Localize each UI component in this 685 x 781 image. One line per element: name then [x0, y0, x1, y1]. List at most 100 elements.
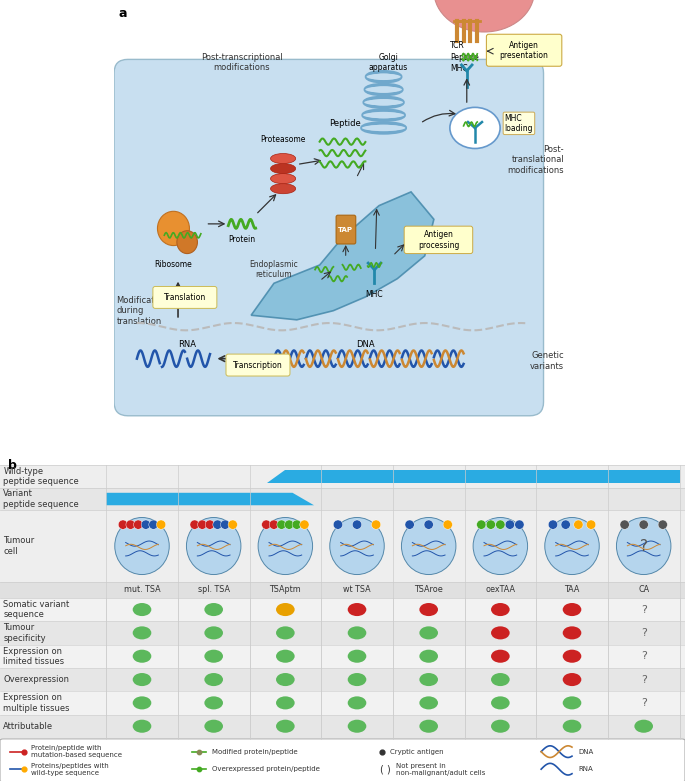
Ellipse shape — [134, 520, 143, 530]
Ellipse shape — [371, 520, 381, 530]
Text: Antigen
processing: Antigen processing — [418, 230, 459, 250]
Text: Protein/peptide with
mutation-based sequence: Protein/peptide with mutation-based sequ… — [31, 745, 122, 758]
Bar — [0, 715, 685, 738]
Ellipse shape — [348, 626, 366, 640]
Text: Not present in
non-malignant/adult cells: Not present in non-malignant/adult cells — [396, 763, 485, 776]
Text: Proteasome: Proteasome — [260, 135, 306, 144]
Ellipse shape — [276, 697, 295, 709]
Text: Post-transcriptional
modifications: Post-transcriptional modifications — [201, 52, 283, 72]
Text: ?: ? — [640, 675, 647, 685]
Ellipse shape — [491, 697, 510, 709]
Ellipse shape — [204, 626, 223, 640]
Text: MHC: MHC — [366, 290, 384, 299]
FancyBboxPatch shape — [336, 216, 356, 244]
Ellipse shape — [491, 626, 510, 640]
Ellipse shape — [362, 125, 406, 131]
Ellipse shape — [514, 520, 524, 530]
Text: Post-
translational
modifications: Post- translational modifications — [508, 145, 564, 175]
Ellipse shape — [352, 520, 362, 530]
Ellipse shape — [158, 212, 190, 245]
Ellipse shape — [276, 719, 295, 733]
Point — [193, 763, 204, 776]
Ellipse shape — [366, 73, 401, 80]
Ellipse shape — [156, 520, 166, 530]
Ellipse shape — [616, 518, 671, 575]
Ellipse shape — [634, 719, 653, 733]
Bar — [0, 691, 685, 715]
Text: MHC
loading: MHC loading — [505, 114, 533, 133]
Bar — [0, 487, 685, 510]
Text: RNA: RNA — [579, 766, 594, 772]
Ellipse shape — [419, 650, 438, 663]
Ellipse shape — [639, 520, 648, 530]
Polygon shape — [267, 470, 680, 483]
Text: Peptide: Peptide — [450, 52, 479, 62]
Text: Tumour
cell: Tumour cell — [3, 537, 35, 556]
Point — [18, 745, 29, 758]
Ellipse shape — [269, 520, 279, 530]
Text: Transcription: Transcription — [233, 361, 283, 369]
Ellipse shape — [562, 697, 582, 709]
Ellipse shape — [277, 520, 286, 530]
Ellipse shape — [126, 520, 135, 530]
Text: Proteins/peptides with
wild-type sequence: Proteins/peptides with wild-type sequenc… — [31, 763, 109, 776]
Ellipse shape — [491, 673, 510, 686]
Text: Expression on
multiple tissues: Expression on multiple tissues — [3, 694, 70, 712]
Ellipse shape — [491, 719, 510, 733]
Text: ?: ? — [640, 651, 647, 662]
Ellipse shape — [491, 603, 510, 616]
Ellipse shape — [562, 719, 582, 733]
Ellipse shape — [491, 650, 510, 663]
Text: Protein: Protein — [228, 235, 256, 244]
Text: ?: ? — [640, 698, 647, 708]
Ellipse shape — [271, 184, 296, 194]
Text: b: b — [8, 458, 17, 472]
Text: Genetic
variants: Genetic variants — [530, 351, 564, 371]
FancyBboxPatch shape — [486, 34, 562, 66]
Text: Golgi
apparatus: Golgi apparatus — [369, 52, 408, 72]
FancyBboxPatch shape — [153, 287, 217, 308]
Text: ?: ? — [640, 604, 647, 615]
Ellipse shape — [141, 520, 151, 530]
Ellipse shape — [133, 719, 151, 733]
Ellipse shape — [292, 520, 301, 530]
Text: Overexpressed protein/peptide: Overexpressed protein/peptide — [212, 766, 320, 772]
Ellipse shape — [562, 626, 582, 640]
Ellipse shape — [658, 520, 667, 530]
Ellipse shape — [401, 518, 456, 575]
Text: Attributable: Attributable — [3, 722, 53, 731]
Ellipse shape — [364, 99, 403, 105]
Bar — [0, 582, 685, 598]
Text: Translation: Translation — [164, 293, 206, 302]
Ellipse shape — [284, 520, 294, 530]
Text: Expression on
limited tissues: Expression on limited tissues — [3, 647, 64, 666]
Ellipse shape — [545, 518, 599, 575]
Bar — [0, 644, 685, 668]
Ellipse shape — [443, 520, 452, 530]
Text: wt TSA: wt TSA — [343, 585, 371, 594]
Text: ?: ? — [640, 628, 647, 638]
Ellipse shape — [204, 719, 223, 733]
Ellipse shape — [561, 520, 571, 530]
Text: TSAroe: TSAroe — [414, 585, 443, 594]
Ellipse shape — [276, 650, 295, 663]
Ellipse shape — [348, 719, 366, 733]
Ellipse shape — [186, 518, 241, 575]
Text: ?: ? — [640, 539, 648, 554]
Ellipse shape — [424, 520, 434, 530]
Ellipse shape — [419, 603, 438, 616]
Text: a: a — [119, 7, 127, 20]
Text: Cryptic antigen: Cryptic antigen — [390, 749, 444, 754]
Ellipse shape — [562, 650, 582, 663]
Text: Overexpression: Overexpression — [3, 675, 69, 684]
Ellipse shape — [586, 520, 596, 530]
Ellipse shape — [206, 520, 214, 530]
Ellipse shape — [548, 520, 558, 530]
Text: Wild-type
peptide sequence: Wild-type peptide sequence — [3, 466, 79, 486]
Text: TCR: TCR — [450, 41, 464, 50]
Text: Modifications
during
translation: Modifications during translation — [116, 296, 172, 326]
Ellipse shape — [213, 520, 222, 530]
FancyBboxPatch shape — [226, 354, 290, 376]
Ellipse shape — [562, 603, 582, 616]
Text: Modified protein/peptide: Modified protein/peptide — [212, 749, 298, 754]
